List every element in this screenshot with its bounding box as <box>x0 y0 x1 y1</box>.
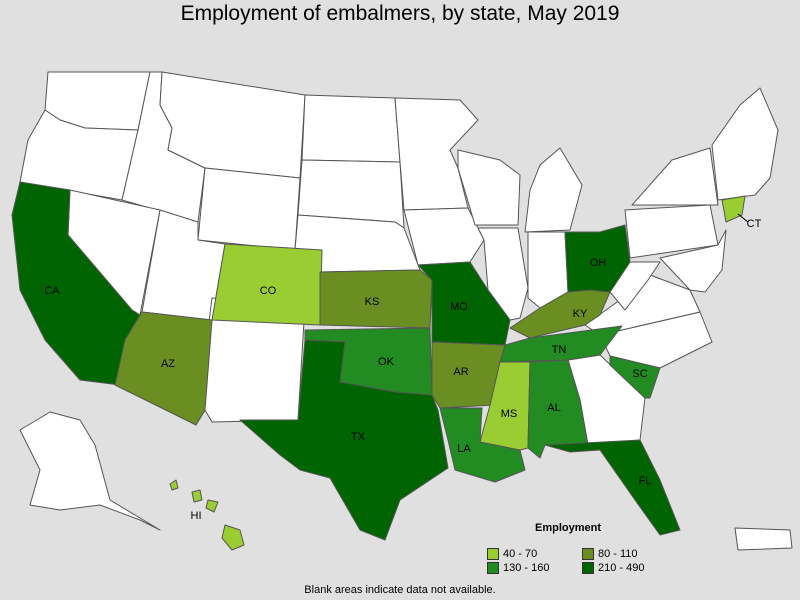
state-fl[interactable] <box>544 439 681 536</box>
state-ak[interactable] <box>19 411 161 531</box>
label-oh: OH <box>590 257 607 269</box>
state-wi[interactable] <box>457 149 521 226</box>
state-labels: CA AZ CO KS OK TX MO AR LA MS AL TN KY O… <box>44 213 762 522</box>
legend-item-210-490: 210 - 490 <box>582 562 644 574</box>
map-title: Employment of embalmers, by state, May 2… <box>180 2 620 25</box>
state-il[interactable] <box>477 227 529 321</box>
data-states <box>11 181 746 551</box>
state-new-england[interactable] <box>711 87 779 201</box>
legend: Employment 40 - 70 80 - 110 130 - 160 21… <box>487 520 667 575</box>
state-ia[interactable] <box>403 207 485 266</box>
legend-swatch <box>487 562 499 574</box>
label-tx: TX <box>351 431 366 443</box>
label-sc: SC <box>632 368 647 380</box>
state-mo[interactable] <box>417 261 511 346</box>
state-hi-4[interactable] <box>221 524 245 551</box>
label-ct: CT <box>747 218 762 230</box>
state-ct[interactable] <box>721 195 746 223</box>
state-la[interactable] <box>439 407 526 483</box>
state-ar[interactable] <box>431 341 506 409</box>
label-ks: KS <box>365 296 380 308</box>
legend-label: 210 - 490 <box>598 562 645 574</box>
label-la: LA <box>457 443 471 455</box>
state-ny[interactable] <box>631 147 719 206</box>
state-hi-2[interactable] <box>191 489 203 503</box>
state-sc[interactable] <box>609 355 661 399</box>
state-hi-3[interactable] <box>205 499 219 513</box>
label-ok: OK <box>378 356 395 368</box>
state-md-de-nj[interactable] <box>659 229 727 293</box>
state-hi-1[interactable] <box>169 479 179 491</box>
legend-swatch <box>582 548 594 560</box>
label-ms: MS <box>501 408 518 420</box>
label-mo: MO <box>450 301 468 313</box>
label-az: AZ <box>161 358 175 370</box>
label-hi: HI <box>191 510 202 522</box>
legend-label: 130 - 160 <box>503 562 550 574</box>
label-al: AL <box>547 402 560 414</box>
legend-title: Employment <box>535 522 602 534</box>
legend-item-130-160: 130 - 160 <box>487 562 549 574</box>
state-wy[interactable] <box>197 167 301 251</box>
state-pr[interactable] <box>734 527 793 551</box>
legend-label: 40 - 70 <box>503 548 538 560</box>
label-ar: AR <box>453 366 468 378</box>
state-mi[interactable] <box>524 147 583 233</box>
state-ks[interactable] <box>319 269 433 329</box>
label-ky: KY <box>573 308 588 320</box>
ct-leader-line <box>737 213 749 223</box>
blank-states <box>19 71 793 551</box>
label-ca: CA <box>44 285 60 297</box>
footnote: Blank areas indicate data not available. <box>304 584 496 596</box>
legend-swatch <box>487 548 499 560</box>
label-fl: FL <box>639 475 652 487</box>
legend-label: 80 - 110 <box>598 548 638 560</box>
legend-swatch <box>582 562 594 574</box>
label-tn: TN <box>552 344 567 356</box>
state-oh[interactable] <box>564 224 631 293</box>
legend-item-80-110: 80 - 110 <box>582 548 638 560</box>
state-nd[interactable] <box>301 94 401 163</box>
state-tx[interactable] <box>239 339 449 541</box>
legend-item-40-70: 40 - 70 <box>487 548 537 560</box>
label-co: CO <box>260 285 277 297</box>
